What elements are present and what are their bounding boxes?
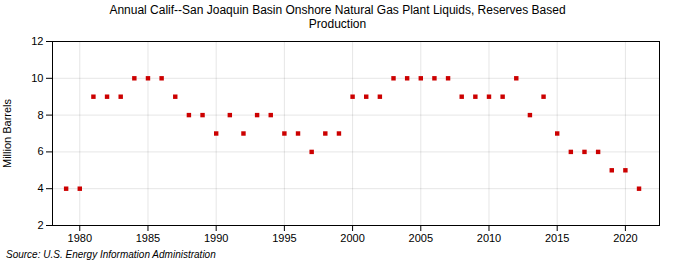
svg-text:2020: 2020 xyxy=(613,232,637,244)
svg-text:8: 8 xyxy=(37,109,43,121)
svg-text:6: 6 xyxy=(37,145,43,157)
svg-text:2000: 2000 xyxy=(340,232,364,244)
svg-text:1980: 1980 xyxy=(68,232,92,244)
svg-text:2005: 2005 xyxy=(409,232,433,244)
svg-text:Million Barrels: Million Barrels xyxy=(1,98,13,168)
svg-text:12: 12 xyxy=(31,35,43,47)
svg-text:1995: 1995 xyxy=(272,232,296,244)
svg-text:10: 10 xyxy=(31,72,43,84)
svg-text:2: 2 xyxy=(37,219,43,231)
svg-text:4: 4 xyxy=(37,182,43,194)
svg-text:1985: 1985 xyxy=(136,232,160,244)
svg-text:2010: 2010 xyxy=(477,232,501,244)
svg-text:2015: 2015 xyxy=(545,232,569,244)
html-text:Source: U.S. Energy Informatio: Source: U.S. Energy Information Administ… xyxy=(6,249,216,260)
svg-text:1990: 1990 xyxy=(204,232,228,244)
html-text:Annual Calif--San Joaquin Basi: Annual Calif--San Joaquin Basin Onshore … xyxy=(109,3,566,31)
